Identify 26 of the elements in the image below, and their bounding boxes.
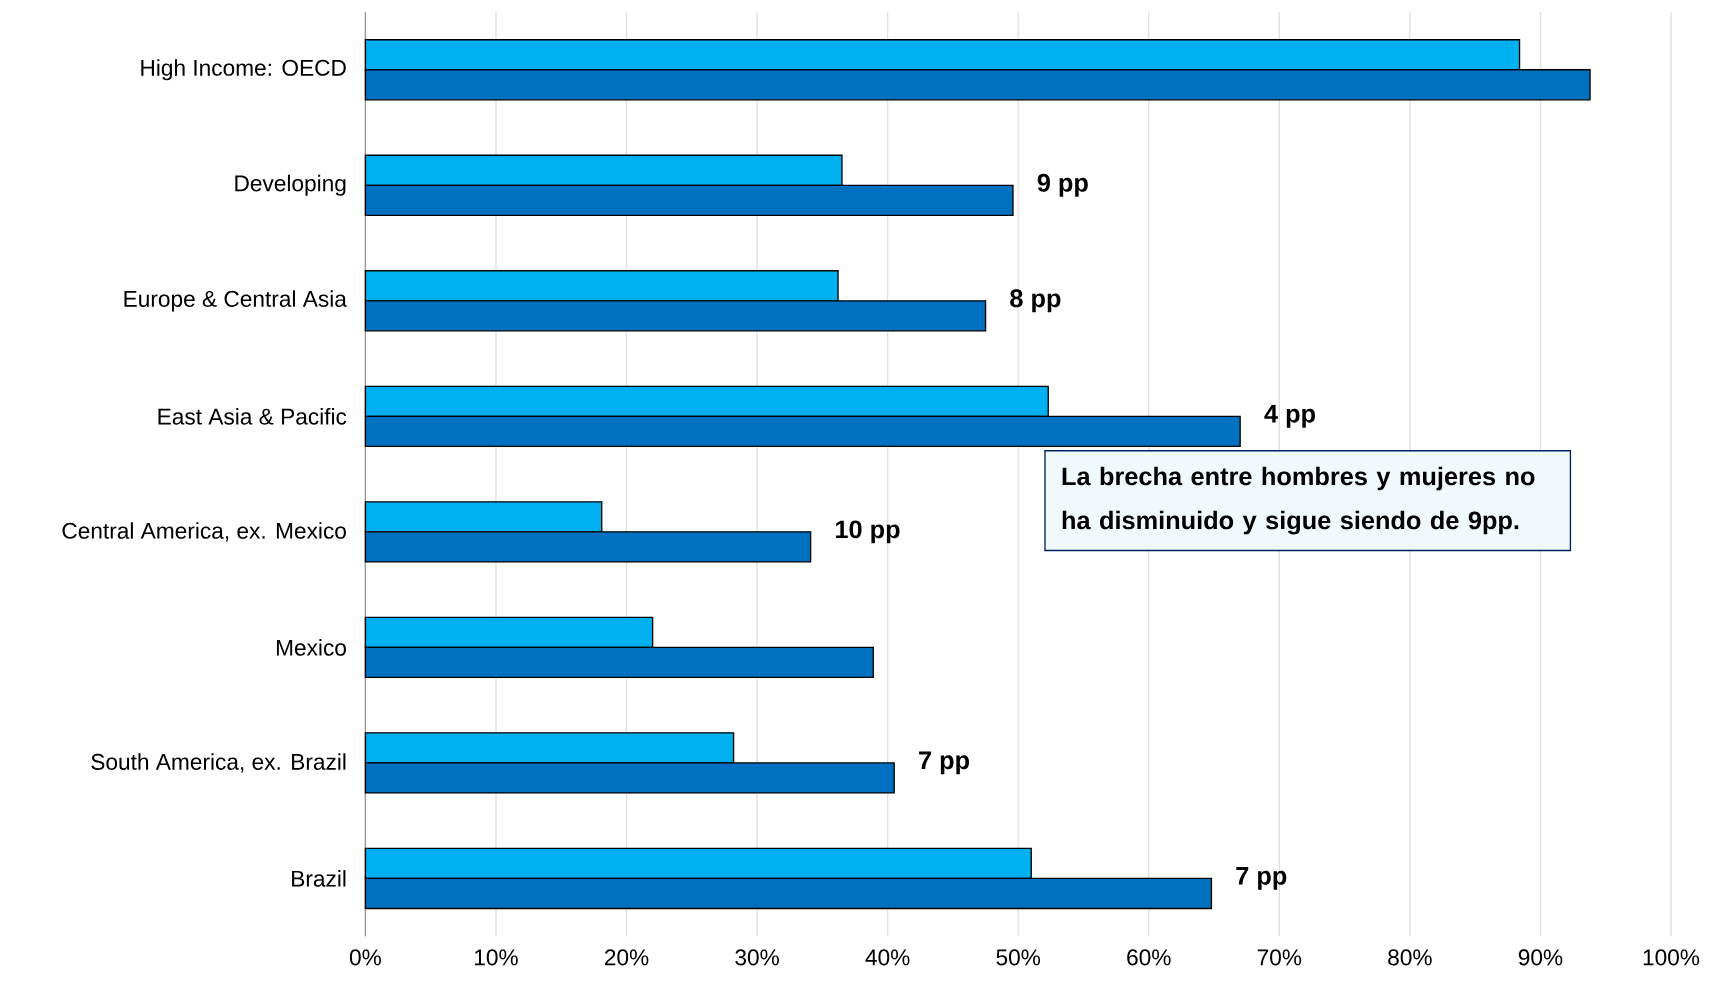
x-tick-label: 60% — [1127, 949, 1171, 966]
annotation: 9 pp — [1037, 174, 1088, 197]
y-tick-label: Central America, ex. Mexico — [62, 522, 346, 542]
annotation: 7 pp — [919, 751, 970, 775]
y-tick-label: Developing — [235, 174, 346, 197]
y-tick-label: Mexico — [276, 639, 346, 656]
y-tick-label: East Asia & Pacific — [158, 408, 347, 425]
x-tick-label: 70% — [1257, 949, 1302, 966]
y-tick-label: South America, ex. Brazil — [91, 753, 346, 773]
annotation: 4 pp — [1264, 405, 1315, 428]
x-tick-label: 80% — [1388, 949, 1432, 966]
y-tick-label: Europe & Central Asia — [124, 290, 347, 312]
y-tick-label: High Income: OECD — [141, 59, 346, 81]
x-tick-label: 30% — [735, 949, 779, 966]
x-tick-label: 10% — [475, 949, 518, 966]
annotation: La brecha entre hombres y mujeres no ha disminuido y sigue siendo de 9pp. — [1062, 466, 1535, 535]
annotation: 7 pp — [1236, 867, 1287, 890]
x-tick-label: 100% — [1643, 949, 1700, 966]
y-tick-label: Brazil — [292, 870, 346, 887]
x-tick-label: 40% — [865, 949, 910, 966]
annotation: 8 pp — [1010, 289, 1061, 313]
x-tick-label: 50% — [996, 949, 1041, 966]
x-tick-label: 0% — [349, 949, 381, 966]
annotation: 10 pp — [836, 520, 900, 544]
x-tick-label: 20% — [604, 949, 649, 966]
x-tick-label: 90% — [1518, 949, 1563, 966]
